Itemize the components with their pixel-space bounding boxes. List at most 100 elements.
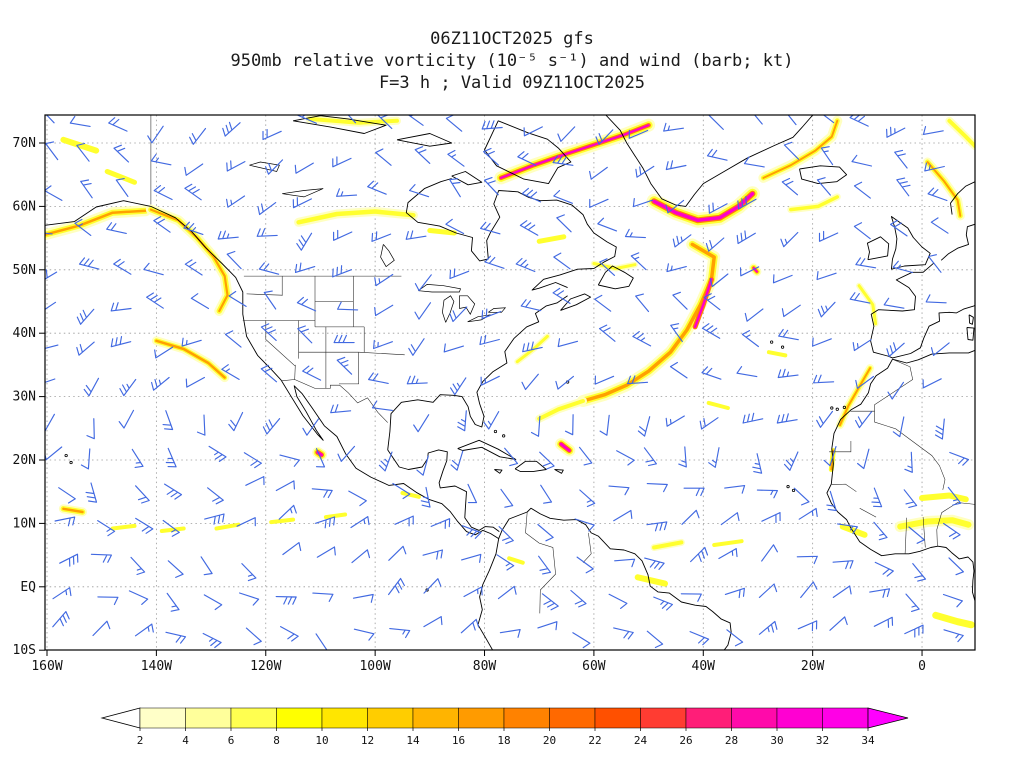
lake-outline [488,307,507,313]
wind-barb [76,308,95,325]
coastline [494,469,503,474]
wind-barb [871,487,883,508]
wind-barb [420,486,431,508]
wind-barb [208,445,227,462]
border-line [525,511,556,614]
wind-barb [678,446,687,468]
island-dot [830,406,834,410]
wind-barb [45,141,59,161]
wind-barb [851,154,873,167]
wind-barb [460,618,480,634]
lakes-layer [249,161,507,323]
border-line [582,532,592,563]
island-dot [791,488,796,493]
colorbar-tick-label: 30 [770,734,783,747]
wind-barb [614,558,636,568]
vorticity-feature-atlantic-itcz-2 [712,539,744,547]
vorticity-feature-alaska-interior-speck2 [104,169,137,185]
wind-barb [153,216,171,233]
vorticity-feature-bahamas-extension [537,399,585,421]
vorticity-feature-central-canada-streak [296,209,416,225]
wind-barb [257,202,277,216]
wind-barb [783,141,800,160]
wind-barb [822,115,835,124]
wind-barb [333,334,355,344]
island-dot [780,345,785,349]
wind-barb [90,553,112,563]
wind-barb [564,414,574,436]
wind-barb [797,620,818,632]
wind-barb [537,523,554,542]
wind-barb [332,265,352,278]
lon-axis-label: 120W [250,659,281,674]
wind-barb [165,447,177,468]
wind-barb [855,411,873,429]
lat-axis-label: 70N [13,136,36,151]
wind-barb [353,628,375,641]
wind-barb [450,450,464,471]
wind-barb [296,296,317,312]
vorticity-shading-layer [45,115,975,629]
wind-barb [597,217,618,232]
vorticity-feature-amazon-blob [634,574,668,587]
colorbar-tick-label: 12 [361,734,374,747]
wind-barb [147,125,164,144]
wind-barb [498,526,514,545]
wind-barb [837,523,858,535]
wind-barb [949,451,970,466]
vorticity-feature-atlantic-tropical-blob [559,442,571,452]
wind-barb [743,156,765,168]
colorbar-segment [412,707,459,729]
colorbar-over-arrow [867,707,909,729]
wind-barb [924,162,945,172]
wind-barb [553,252,571,270]
colorbar-segment [549,707,596,729]
wind-barb [457,410,467,432]
wind-barb [69,115,91,127]
wind-barb [481,308,502,320]
wind-barb [430,518,451,529]
colorbar-segment [185,707,232,729]
lon-axis-label: 0 [918,659,926,674]
wind-barb [496,554,515,571]
wind-barb [45,344,59,349]
island-dot [786,485,790,489]
island-dot [835,407,839,411]
wind-barb [407,115,424,126]
wind-barb [608,593,628,609]
wind-barb [106,222,127,234]
colorbar-segment [276,707,323,729]
wind-barb [162,410,174,431]
wind-barb [449,306,468,323]
wind-barb [479,334,500,346]
wind-barb [423,578,442,594]
wind-barb [45,269,58,280]
wind-barb [589,166,608,180]
border-line [281,379,388,423]
wind-barb [552,287,571,304]
border-line [339,352,359,385]
lon-axis-label: 100W [359,659,390,674]
island-dot [64,453,68,458]
vorticity-feature-biscay-arc [857,284,878,326]
wind-barb [262,129,282,141]
wind-barb [388,577,405,596]
colorbar-segment [503,707,550,729]
wind-barb [930,342,950,356]
wind-barb [447,149,465,167]
wind-barb [480,375,500,386]
lake-outline [418,284,461,293]
wind-barb [753,115,763,125]
vorticity-feature-iceland-arc [762,119,839,179]
wind-barb [553,189,573,204]
wind-barb [942,593,963,608]
colorbar-tick-label: 32 [816,734,829,747]
coastline [799,165,848,185]
wind-barb [294,262,316,273]
wind-barb [315,448,326,468]
wind-barb [724,587,745,599]
border-line [246,293,283,296]
wind-barb [718,548,738,560]
